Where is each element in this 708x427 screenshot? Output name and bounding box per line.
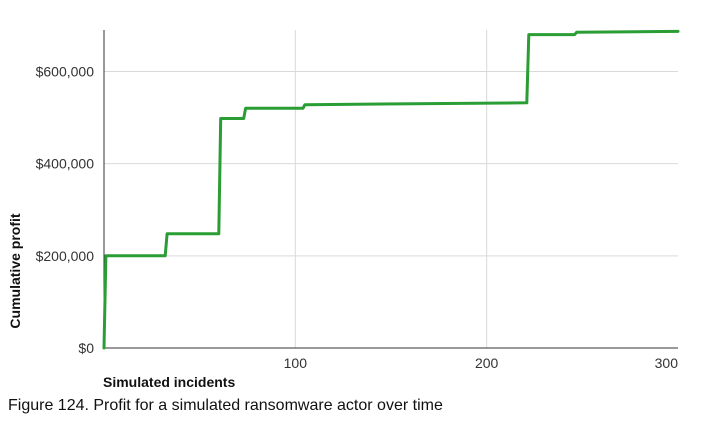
y-tick-label: $400,000 [36,156,95,172]
grid-layer [104,30,678,348]
y-axis-title: Cumulative profit [7,213,23,328]
series-layer [102,29,680,350]
y-tick-label: $0 [78,340,94,356]
cumulative-profit-line [102,29,680,350]
x-tick-label: 100 [284,355,308,371]
axis-layer [103,30,678,349]
label-layer: $0 $200,000 $400,000 $600,000 100 200 300 [36,63,679,371]
x-tick-label: 200 [475,355,499,371]
x-axis-title: Simulated incidents [103,374,235,390]
x-tick-label: 300 [655,355,679,371]
figure-caption: Figure 124. Profit for a simulated ranso… [8,397,443,414]
y-tick-label: $200,000 [36,248,95,264]
y-tick-label: $600,000 [36,63,95,79]
